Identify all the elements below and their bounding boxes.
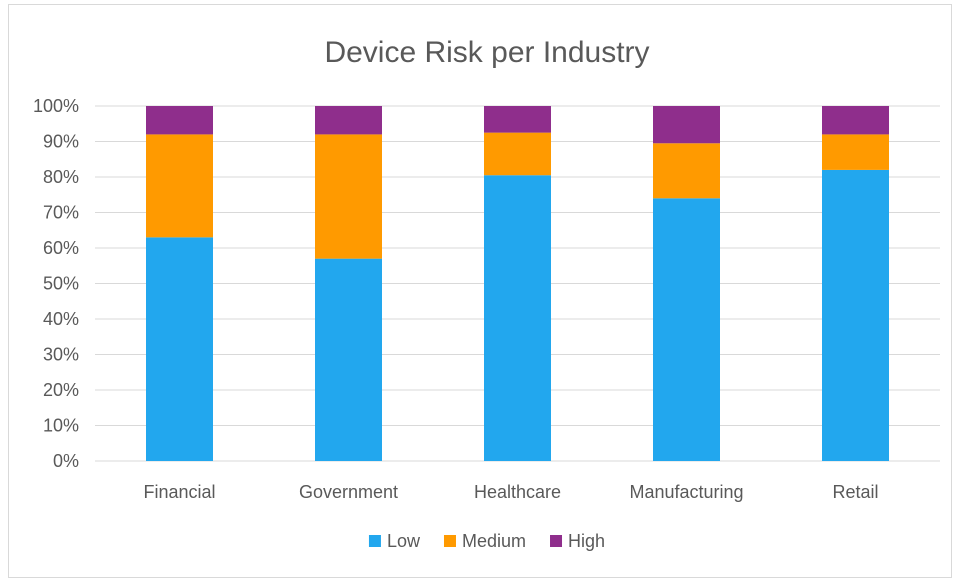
bar-segment-low: [315, 258, 382, 461]
y-axis-ticks: 0% 10% 20% 30% 40% 50% 60% 70% 80% 90% 100%: [33, 96, 79, 471]
bar-segment-high: [315, 106, 382, 135]
bar-segment-low: [484, 175, 551, 461]
bar-segment-low: [822, 169, 889, 461]
y-tick-label: 70%: [43, 203, 79, 223]
x-tick-label: Healthcare: [474, 482, 561, 502]
x-tick-label: Financial: [143, 482, 215, 502]
y-tick-label: 90%: [43, 132, 79, 152]
y-tick-label: 80%: [43, 167, 79, 187]
x-tick-label: Retail: [832, 482, 878, 502]
y-tick-label: 60%: [43, 238, 79, 258]
bar-segment-medium: [653, 143, 720, 199]
bar-segment-high: [146, 106, 213, 135]
bar-segment-high: [484, 106, 551, 133]
bar-segment-medium: [146, 134, 213, 238]
legend-swatch-high: [550, 535, 563, 547]
x-tick-label: Government: [299, 482, 398, 502]
legend: Low Medium High: [368, 531, 605, 551]
bar-segment-medium: [822, 134, 889, 170]
bar-segment-low: [653, 198, 720, 462]
legend-label-high: High: [568, 531, 605, 551]
y-tick-label: 10%: [43, 416, 79, 436]
bar-segment-medium: [484, 132, 551, 176]
y-tick-label: 20%: [43, 380, 79, 400]
y-tick-label: 30%: [43, 345, 79, 365]
legend-swatch-medium: [443, 535, 456, 547]
legend-swatch-low: [368, 535, 381, 547]
y-tick-label: 0%: [53, 451, 79, 471]
bar-segment-medium: [315, 134, 382, 259]
bar-segment-low: [146, 237, 213, 461]
bar-segment-high: [653, 106, 720, 144]
bar-segment-high: [822, 106, 889, 135]
bars: [146, 106, 889, 462]
x-axis-ticks: Financial Government Healthcare Manufacturi…: [143, 482, 878, 502]
y-tick-label: 100%: [33, 96, 79, 116]
y-tick-label: 40%: [43, 309, 79, 329]
x-tick-label: Manufacturing: [629, 482, 743, 502]
y-tick-label: 50%: [43, 274, 79, 294]
chart-title: Device Risk per Industry: [324, 36, 649, 69]
legend-label-low: Low: [387, 531, 421, 551]
legend-label-medium: Medium: [462, 531, 526, 551]
